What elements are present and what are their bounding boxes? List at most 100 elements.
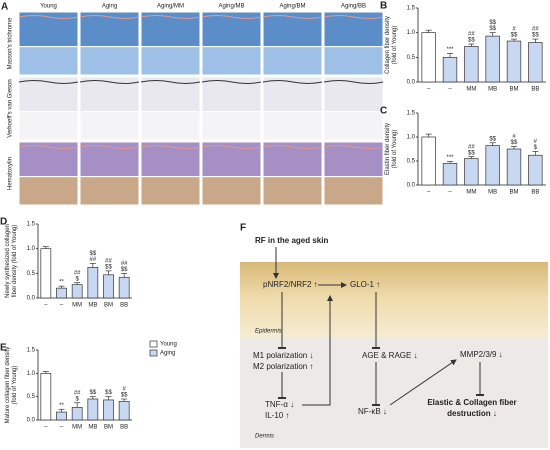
significance-label: $$ bbox=[105, 390, 112, 396]
significance-label: $$ bbox=[511, 33, 518, 39]
x-tick-label: BM bbox=[510, 190, 519, 196]
significance-label: # bbox=[512, 134, 516, 140]
f-epidermis: Epidermis bbox=[255, 329, 282, 335]
significance-label: $ bbox=[75, 276, 79, 282]
tissue-edge bbox=[140, 15, 201, 19]
f-outcome: destruction ↓ bbox=[447, 409, 497, 418]
charts: B Collagen fiber density (fold of Young) 0.… bbox=[0, 1, 546, 431]
panel-label: A bbox=[1, 2, 8, 13]
bar bbox=[71, 407, 83, 421]
f-dermis: Dermis bbox=[255, 434, 274, 440]
significance-label: ## bbox=[105, 258, 112, 264]
y-axis-label: Collagen fiber density bbox=[385, 16, 391, 74]
y-axis-label: (fold of Young) bbox=[392, 26, 398, 65]
significance-label: $$ bbox=[511, 140, 518, 146]
tissue-edge bbox=[140, 145, 201, 149]
micrograph bbox=[262, 11, 323, 48]
micrograph bbox=[79, 141, 140, 178]
bar bbox=[506, 40, 522, 83]
bar bbox=[40, 248, 52, 299]
micrograph bbox=[201, 141, 262, 178]
micrograph-zoom bbox=[140, 46, 201, 76]
micrograph bbox=[140, 11, 201, 48]
legend-label: Aging bbox=[160, 351, 175, 357]
y-tick-label: 1.5 bbox=[27, 348, 36, 354]
bar bbox=[421, 32, 436, 83]
tissue-edge bbox=[262, 145, 323, 149]
significance-label: ## bbox=[468, 144, 475, 150]
tissue-edge bbox=[201, 15, 262, 19]
significance-label: ## bbox=[532, 27, 539, 33]
f-arrows bbox=[273, 247, 484, 406]
panel-label: D bbox=[0, 217, 7, 228]
tissue-edge bbox=[262, 15, 323, 19]
micrograph-zoom bbox=[323, 46, 384, 76]
f-title: RF in the aged skin bbox=[255, 236, 328, 245]
x-tick-label: – bbox=[44, 303, 48, 309]
bar bbox=[56, 411, 67, 421]
f-mmp: MMP2/3/9 ↓ bbox=[460, 350, 503, 359]
micrograph bbox=[201, 11, 262, 48]
y-tick-label: 0.5 bbox=[407, 55, 416, 61]
bar bbox=[87, 398, 99, 421]
f-m2: M2 polarization ↑ bbox=[253, 362, 313, 371]
micrograph bbox=[18, 141, 79, 178]
panel-a: A Young Aging Aging/MM Aging/MB Aging/BM Aging… bbox=[1, 2, 384, 206]
y-tick-label: 0.5 bbox=[407, 159, 416, 165]
significance-label: $$ bbox=[489, 136, 496, 142]
bar bbox=[118, 276, 130, 299]
micrograph-zoom bbox=[262, 176, 323, 206]
x-tick-label: – bbox=[60, 303, 64, 309]
micrograph bbox=[140, 76, 201, 113]
significance-label: # bbox=[534, 139, 538, 145]
tissue-edge bbox=[79, 145, 140, 149]
panel-label: B bbox=[380, 1, 387, 12]
y-axis-label: Mature collagen fiber density bbox=[5, 347, 11, 424]
micrograph-zoom bbox=[323, 111, 384, 141]
x-tick-label: BM bbox=[104, 303, 113, 309]
bar bbox=[506, 148, 522, 186]
f-age: AGE & RAGE ↓ bbox=[362, 351, 418, 360]
x-tick-label: MB bbox=[488, 190, 497, 196]
y-tick-label: 1.5 bbox=[27, 222, 36, 228]
bar bbox=[87, 267, 99, 299]
bar bbox=[442, 56, 458, 83]
significance-label: $$ bbox=[89, 390, 96, 396]
column-header: Aging bbox=[102, 4, 117, 10]
x-tick-label: BB bbox=[531, 190, 539, 196]
tissue-edge bbox=[323, 80, 384, 84]
row-label: Masson's trichrome bbox=[8, 17, 14, 69]
significance-label: $$ bbox=[489, 20, 496, 26]
legend-swatch bbox=[149, 349, 158, 357]
x-tick-label: MM bbox=[72, 303, 82, 309]
column-header: Aging/MB bbox=[218, 4, 244, 10]
f-tnf: TNF-α ↓ bbox=[265, 400, 294, 409]
y-tick-label: 1.5 bbox=[407, 6, 416, 12]
significance-label: $$ bbox=[489, 26, 496, 32]
micrograph bbox=[18, 11, 79, 48]
f-nfkb: NF-κB ↓ bbox=[358, 407, 387, 416]
significance-label: *** bbox=[446, 47, 454, 53]
x-tick-label: MB bbox=[88, 303, 97, 309]
x-tick-label: – bbox=[427, 190, 431, 196]
micrograph bbox=[323, 141, 384, 178]
significance-label: ## bbox=[89, 257, 96, 263]
x-tick-label: BM bbox=[510, 87, 519, 93]
y-tick-label: 1.5 bbox=[407, 111, 416, 117]
y-tick-label: 0.0 bbox=[27, 296, 36, 302]
x-tick-label: MM bbox=[466, 87, 476, 93]
tissue-edge bbox=[201, 80, 262, 84]
micrograph-zoom bbox=[18, 111, 79, 141]
bar bbox=[56, 287, 67, 299]
x-tick-label: BM bbox=[104, 425, 113, 431]
column-header: Young bbox=[40, 4, 57, 10]
f-glo1: GLO-1 ↑ bbox=[350, 280, 380, 289]
panel-label: E bbox=[0, 343, 7, 354]
y-axis-label: fiber density (fold of Young) bbox=[12, 225, 18, 298]
bar bbox=[118, 400, 130, 421]
micrograph-zoom bbox=[262, 111, 323, 141]
micrograph-zoom bbox=[18, 176, 79, 206]
f-il10: IL-10 ↑ bbox=[265, 411, 289, 420]
